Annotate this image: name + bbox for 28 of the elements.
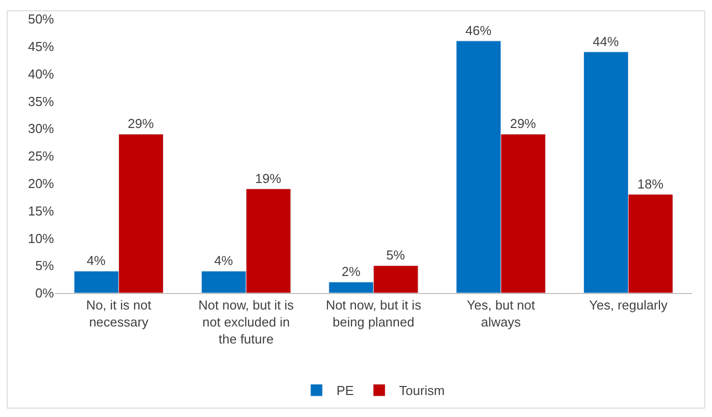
data-label: 44% [592, 34, 620, 49]
y-tick-label: 50% [28, 12, 54, 27]
data-label: 29% [128, 116, 154, 132]
data-label: 4% [214, 253, 234, 268]
data-label: 18% [637, 176, 664, 192]
y-tick-label: 40% [28, 66, 54, 82]
y-tick-label: 5% [35, 258, 54, 274]
y-tick-label: 10% [28, 230, 54, 246]
y-tick-label: 35% [28, 94, 54, 109]
y-tick-label: 0% [35, 286, 54, 301]
legend-label: PE [336, 383, 354, 398]
data-label: 5% [386, 248, 406, 263]
x-tick-label: No, it is not necessary [86, 298, 152, 330]
data-label: 4% [86, 253, 106, 268]
data-label: 46% [465, 22, 492, 38]
y-tick-label: 30% [28, 121, 54, 136]
y-tick-label: 20% [28, 176, 54, 191]
x-tick-label: Not now, but it is not excluded in the future [198, 298, 294, 346]
legend-label: Tourism [399, 383, 445, 398]
y-tick-label: 25% [28, 148, 54, 164]
y-tick-label: 45% [28, 38, 54, 54]
y-tick-label: 15% [28, 203, 54, 218]
x-tick-label: Not now, but it is being planned [326, 298, 422, 330]
x-tick-label: Yes, but not always [466, 298, 536, 330]
data-label: 19% [255, 170, 282, 186]
data-label: 29% [510, 116, 536, 132]
x-tick-label: Yes, regularly [589, 298, 668, 313]
data-label: 2% [342, 264, 361, 280]
